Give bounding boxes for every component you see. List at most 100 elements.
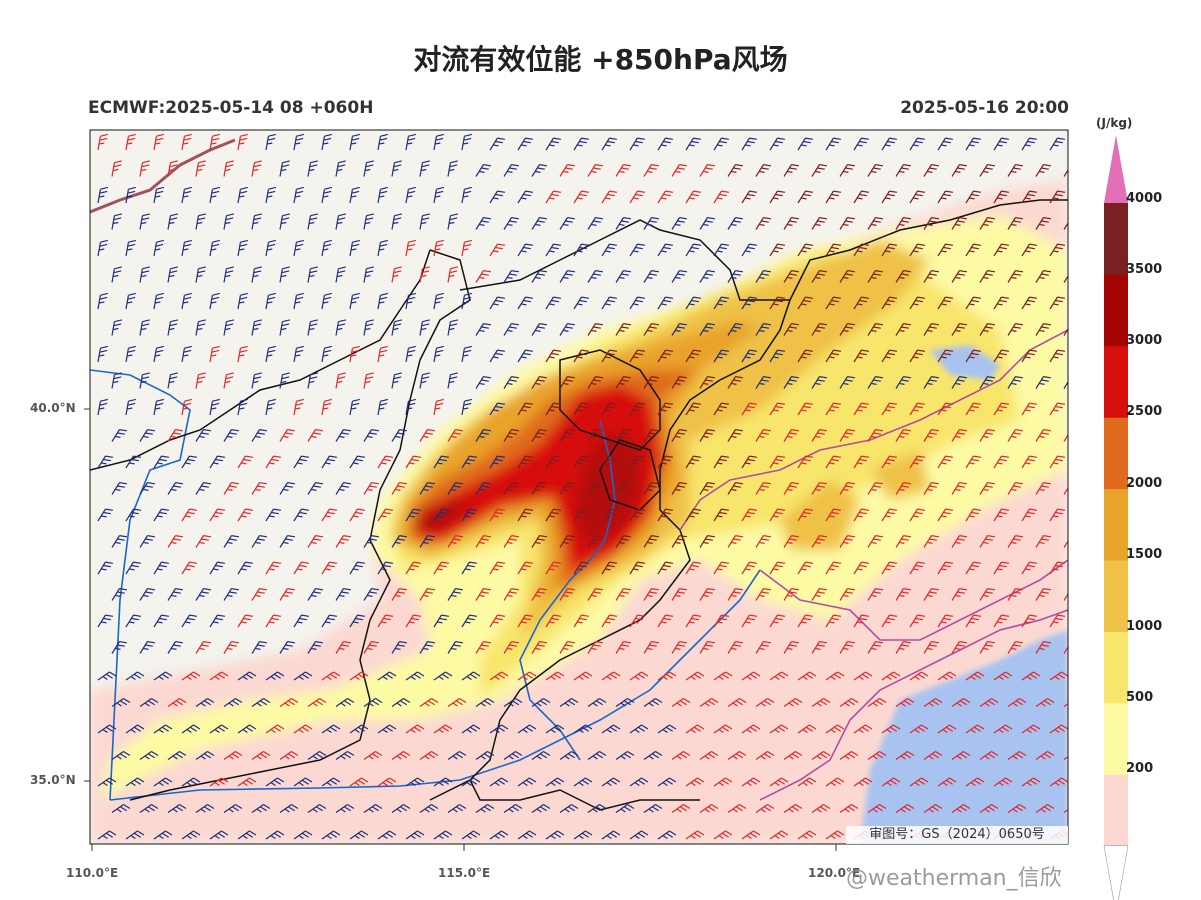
wind-barb [755,217,772,230]
wind-barb [223,429,240,442]
wind-barb [111,588,128,601]
wind-barb [853,455,870,469]
wind-barb [321,671,341,681]
wind-barb [363,750,383,760]
wind-barb [699,697,719,707]
wind-barb [321,614,338,628]
wind-barb [881,777,901,787]
wind-barb [937,455,954,469]
wind-barb [139,697,159,707]
wind-barb [391,160,402,177]
wind-barb [909,190,926,204]
wind-barb [685,724,705,734]
wind-barb [643,697,663,707]
wind-barb [587,803,607,813]
wind-barb [377,671,397,681]
wind-barb [727,750,747,760]
wind-barb [937,671,957,681]
wind-barb [293,508,310,522]
wind-barb [671,641,688,654]
wind-barb [307,429,324,442]
wind-barb [363,213,374,230]
wind-barb [727,535,744,548]
wind-barb [1035,697,1055,707]
wind-barb [419,213,430,230]
wind-barb [461,292,472,310]
wind-barb [237,830,257,840]
wind-barb [461,398,472,416]
wind-barb [531,323,548,336]
wind-barb [489,349,506,363]
wind-barb [979,641,996,654]
wind-barb [461,614,478,628]
wind-barb [545,349,562,363]
wind-barb [979,429,996,442]
wind-barb [475,376,492,389]
colorbar-band [1104,488,1128,561]
wind-barb [1049,561,1066,575]
colorbar-band [1104,417,1128,490]
wind-barb [167,372,178,389]
wind-barb [629,190,646,204]
wind-barb [433,292,444,310]
wind-barb [237,671,257,681]
wind-barb [895,803,915,813]
wind-barb [139,372,150,389]
wind-barb [517,349,534,363]
wind-barb [881,402,898,416]
wind-barb [489,455,506,469]
wind-barb [993,402,1010,416]
wind-barb [153,614,170,628]
wind-barb [209,830,229,840]
wind-barb [825,614,842,628]
wind-barb [867,697,887,707]
wind-barb [405,724,425,734]
wind-barb [643,164,660,177]
wind-barb [811,535,828,548]
wind-barb [293,455,310,469]
wind-barb [685,777,705,787]
wind-barb [699,429,716,442]
wind-barb [755,641,772,654]
wind-barb [839,164,856,177]
wind-barb [307,803,327,813]
wind-barb [685,671,705,681]
wind-barb [867,588,884,601]
wind-barb [587,376,604,389]
wind-barb [909,349,926,363]
wind-barb [545,830,565,840]
wind-barb [111,482,128,495]
wind-barb [769,561,786,575]
wind-barb [167,535,184,548]
wind-barb [881,455,898,469]
wind-barb [111,750,131,760]
wind-barb [181,830,201,840]
wind-barb [349,455,366,469]
wind-barb [1035,323,1052,336]
wind-barb [517,671,537,681]
wind-barb [195,697,215,707]
wind-barb [377,186,388,204]
wind-barb [97,398,108,416]
wind-barb [573,137,590,151]
wind-barb [153,186,164,204]
wind-barb [587,482,604,495]
wind-barb [559,750,579,760]
wind-barb [573,243,590,257]
wind-barb [937,190,954,204]
wind-barb [755,429,772,442]
wind-barb [447,160,458,177]
wind-barb [97,239,108,257]
wind-barb [643,482,660,495]
wind-barb [769,777,789,787]
wind-barb [629,614,646,628]
wind-barb [839,697,859,707]
wind-barb [97,455,114,469]
wind-barb [825,830,845,840]
wind-barb [657,561,674,575]
wind-barb [1007,588,1024,601]
wind-barb [951,588,968,601]
wind-barb [811,376,828,389]
wind-barb [1007,323,1024,336]
wind-barb [769,455,786,469]
